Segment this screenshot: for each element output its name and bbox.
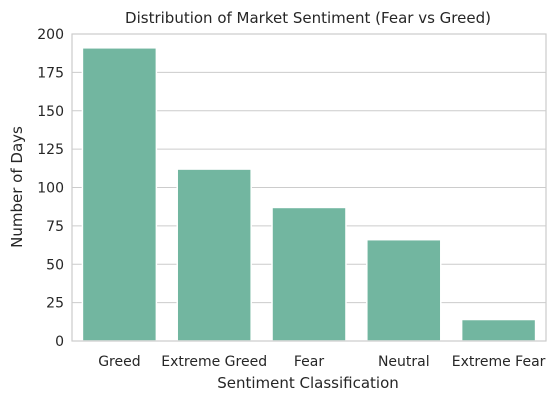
x-tick-label: Greed (98, 354, 140, 370)
x-tick-label: Extreme Fear (452, 354, 546, 370)
y-tick-label: 0 (55, 334, 64, 350)
x-tick-labels: Greed Extreme Greed Fear Neutral Extreme Fea… (98, 354, 545, 370)
y-tick-label: 175 (37, 65, 64, 81)
y-tick-label: 50 (46, 257, 64, 273)
bar-layer (81, 47, 537, 342)
y-tick-label: 25 (46, 296, 64, 312)
plot-frame (71, 33, 547, 342)
y-tick-label: 75 (46, 219, 64, 235)
bar-extreme-greed (176, 168, 252, 342)
x-tick-label: Neutral (378, 354, 430, 370)
y-axis-label: Number of Days (8, 126, 26, 248)
y-tick-labels: 0 25 50 75 100 125 150 175 200 (37, 27, 64, 350)
bar-fear (271, 206, 347, 342)
x-tick-label: Fear (294, 354, 324, 370)
y-tick-label: 200 (37, 27, 64, 43)
x-tick-label: Extreme Greed (161, 354, 267, 370)
bar-neutral (366, 238, 442, 342)
chart-title: Distribution of Market Sentiment (Fear v… (125, 9, 491, 27)
y-tick-label: 100 (37, 181, 64, 197)
bar-extreme-fear (460, 318, 537, 342)
x-axis-label: Sentiment Classification (217, 374, 399, 392)
y-tick-label: 125 (37, 142, 64, 158)
bar-greed (81, 47, 158, 342)
y-tick-label: 150 (37, 104, 64, 120)
